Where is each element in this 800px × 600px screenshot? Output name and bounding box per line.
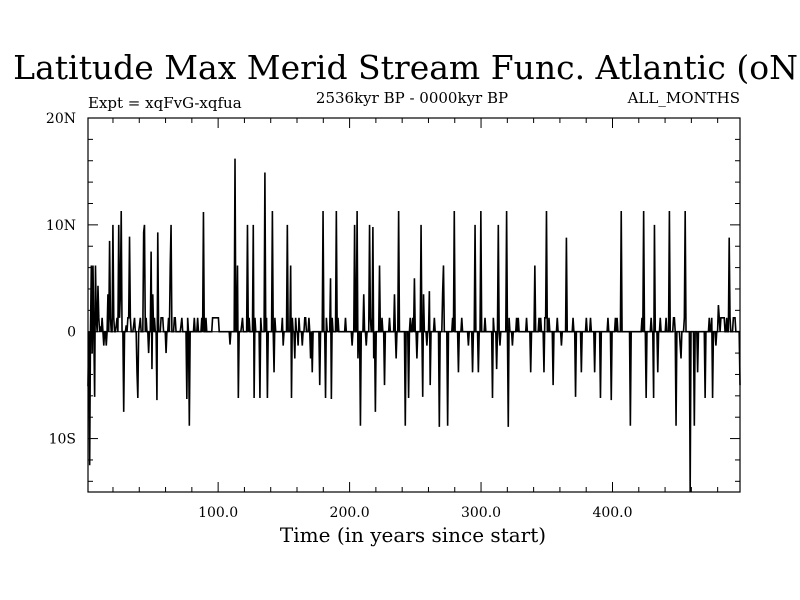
x-axis-label: Time (in years since start) xyxy=(280,523,546,547)
y-tick-labels: 20N 10N 0 10S xyxy=(46,111,76,448)
y-tick-label: 0 xyxy=(67,325,76,341)
period-label: 2536kyr BP - 0000kyr BP xyxy=(316,89,508,107)
x-tick-label: 400.0 xyxy=(592,505,632,521)
months-label: ALL_MONTHS xyxy=(627,89,740,107)
x-tick-label: 300.0 xyxy=(461,505,501,521)
experiment-label: Expt = xqFvG-xqfua xyxy=(88,94,242,112)
plot-frame xyxy=(87,117,741,493)
x-tick-label: 200.0 xyxy=(330,505,370,521)
x-tick-labels: 100.0 200.0 300.0 400.0 xyxy=(198,505,632,521)
y-tick-label: 10N xyxy=(46,218,76,234)
chart-title: Latitude Max Merid Stream Func. Atlantic… xyxy=(13,48,800,87)
x-axis xyxy=(112,118,719,492)
y-tick-label: 20N xyxy=(46,111,76,127)
x-tick-label: 100.0 xyxy=(198,505,238,521)
y-tick-label: 10S xyxy=(49,432,76,448)
series-line xyxy=(87,158,741,493)
